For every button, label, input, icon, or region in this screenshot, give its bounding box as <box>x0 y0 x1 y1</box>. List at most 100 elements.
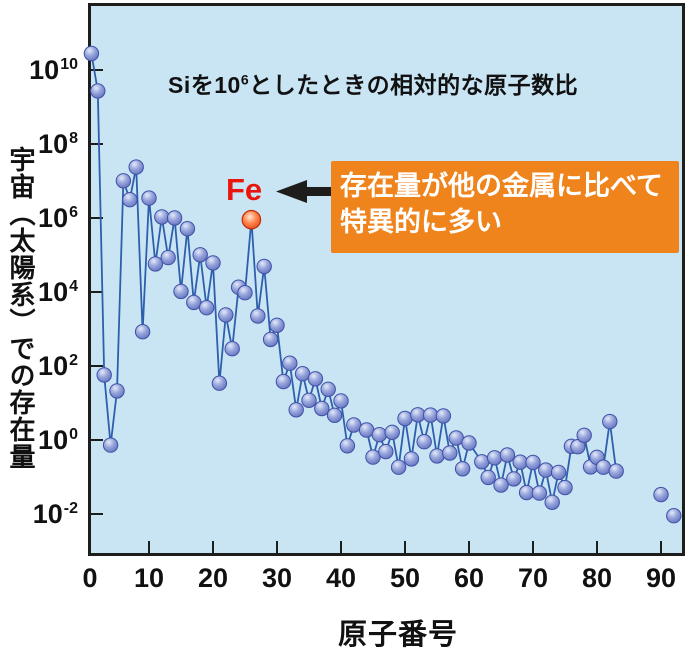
data-point <box>339 438 356 454</box>
axis-ticks <box>88 69 662 554</box>
data-points <box>83 45 682 524</box>
data-point <box>147 256 164 272</box>
y-axis-label: 宇宙（太陽系）での存在量 <box>6 146 36 470</box>
chart-title-post: としたときの相対的な原子数比 <box>249 72 579 98</box>
data-point <box>525 454 541 471</box>
data-point <box>403 451 420 467</box>
y-tick-label: 10-2 <box>32 499 78 529</box>
data-point <box>160 249 176 266</box>
data-point <box>218 307 234 323</box>
data-point <box>109 383 125 399</box>
y-tick-label: 100 <box>38 425 78 455</box>
data-point <box>486 450 503 466</box>
data-point <box>96 367 112 383</box>
data-point <box>83 45 100 62</box>
data-point <box>653 486 669 503</box>
data-point <box>128 159 144 175</box>
data-point <box>493 477 509 493</box>
data-point <box>166 210 183 226</box>
chart-title-pre: Siを10 <box>168 72 241 98</box>
data-point <box>544 494 560 510</box>
data-point <box>346 417 362 433</box>
data-point <box>115 173 132 189</box>
x-tick-label: 30 <box>261 563 293 593</box>
data-point <box>410 407 426 423</box>
data-point <box>256 258 272 275</box>
data-point <box>666 508 682 524</box>
data-point <box>397 410 413 427</box>
x-tick-label: 90 <box>645 563 677 593</box>
data-point <box>269 317 285 333</box>
data-point <box>134 324 151 340</box>
arrow-left-icon <box>276 180 332 203</box>
x-tick-label: 60 <box>453 563 485 593</box>
data-point <box>429 448 445 464</box>
data-point <box>448 430 464 446</box>
data-point <box>384 424 400 440</box>
data-point <box>122 192 138 208</box>
data-point <box>237 285 253 301</box>
data-point <box>595 459 612 475</box>
chart-title-exponent: 6 <box>240 71 250 88</box>
data-point <box>141 190 157 206</box>
data-point <box>454 461 471 477</box>
data-point <box>326 407 343 423</box>
data-point <box>371 427 388 443</box>
y-tick-label: 1010 <box>29 55 78 85</box>
y-tick-label: 104 <box>38 277 78 307</box>
y-tick-label: 106 <box>38 203 78 233</box>
x-tick-label: 50 <box>389 563 421 593</box>
y-tick-label: 102 <box>38 351 78 381</box>
data-point <box>538 462 554 478</box>
data-point <box>499 447 516 463</box>
data-point <box>320 381 336 397</box>
data-point <box>262 331 279 348</box>
data-point <box>474 454 490 470</box>
data-point <box>557 479 573 496</box>
data-point <box>550 464 567 481</box>
data-point <box>512 454 528 470</box>
x-axis-label: 原子番号 <box>338 619 459 648</box>
data-point <box>416 434 432 450</box>
x-tick-label: 10 <box>133 563 165 593</box>
fe-data-point <box>241 209 262 230</box>
data-point <box>442 445 458 461</box>
data-point <box>173 283 189 300</box>
data-point <box>224 341 240 357</box>
data-point <box>314 400 330 417</box>
x-tick-label: 40 <box>325 563 357 593</box>
data-point <box>378 443 394 460</box>
data-point <box>294 366 311 382</box>
data-point <box>282 355 298 371</box>
annotation-line-1: 存在量が他の金属に比べて <box>340 171 663 201</box>
data-point <box>90 83 106 99</box>
data-point <box>275 373 292 390</box>
data-point <box>435 408 452 424</box>
x-tick-label: 80 <box>581 563 613 593</box>
annotation-line-2: 特異的に多い <box>340 207 502 237</box>
x-tick-label: 20 <box>197 563 229 593</box>
data-point <box>333 393 349 409</box>
fe-element-label: Fe <box>226 172 263 207</box>
data-point <box>602 413 618 430</box>
data-point <box>288 402 304 418</box>
data-point <box>365 449 381 465</box>
data-point <box>518 484 535 501</box>
data-point <box>102 437 119 453</box>
data-point <box>192 247 208 263</box>
y-tick-label: 108 <box>38 129 78 159</box>
data-point <box>186 294 202 311</box>
data-point <box>480 469 496 486</box>
data-point <box>250 308 266 324</box>
data-point <box>211 375 228 391</box>
data-point <box>390 459 407 475</box>
data-point <box>198 300 215 316</box>
data-point <box>358 422 375 438</box>
data-point <box>154 209 170 225</box>
data-point <box>531 485 548 501</box>
x-tick-label: 0 <box>82 563 98 593</box>
data-point <box>461 435 477 451</box>
data-point <box>205 255 221 271</box>
